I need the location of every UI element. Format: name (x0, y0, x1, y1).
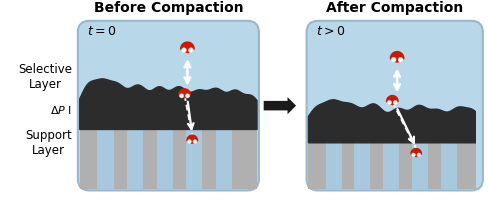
Circle shape (393, 100, 397, 105)
Circle shape (417, 153, 421, 157)
Circle shape (189, 137, 196, 144)
Circle shape (180, 94, 183, 98)
Polygon shape (80, 79, 257, 129)
Circle shape (187, 140, 191, 143)
Circle shape (185, 94, 190, 98)
Polygon shape (264, 97, 296, 114)
Text: Support
Layer: Support Layer (25, 129, 72, 157)
Bar (186, 112, 203, 189)
Text: Before Compaction: Before Compaction (94, 1, 243, 15)
Circle shape (182, 48, 186, 53)
Text: Selective
Layer: Selective Layer (18, 63, 72, 91)
Bar (308, 128, 481, 189)
Polygon shape (179, 89, 190, 95)
Bar (157, 112, 173, 189)
Circle shape (413, 151, 419, 157)
Circle shape (183, 45, 192, 53)
Circle shape (181, 91, 188, 98)
Text: $t = 0$: $t = 0$ (87, 25, 117, 38)
Bar (80, 112, 257, 189)
Polygon shape (411, 148, 422, 154)
Circle shape (393, 54, 401, 63)
Bar (441, 128, 457, 189)
Circle shape (193, 140, 197, 143)
Circle shape (398, 57, 403, 62)
Bar (354, 128, 370, 189)
Circle shape (411, 153, 415, 157)
Circle shape (188, 48, 193, 53)
Polygon shape (386, 96, 398, 102)
Bar (216, 112, 232, 189)
Circle shape (387, 100, 391, 105)
Polygon shape (181, 42, 194, 49)
Polygon shape (390, 52, 404, 59)
Circle shape (391, 57, 396, 62)
Text: After Compaction: After Compaction (326, 1, 464, 15)
Bar (127, 112, 143, 189)
Bar (325, 128, 342, 189)
Bar (98, 112, 114, 189)
Polygon shape (308, 100, 481, 143)
Circle shape (389, 98, 396, 105)
Text: $\Delta P$ I: $\Delta P$ I (50, 104, 72, 116)
Bar (383, 128, 399, 189)
Bar (412, 128, 428, 189)
FancyBboxPatch shape (306, 21, 483, 190)
FancyBboxPatch shape (78, 21, 259, 190)
Text: $t > 0$: $t > 0$ (316, 25, 346, 38)
Polygon shape (187, 135, 198, 141)
